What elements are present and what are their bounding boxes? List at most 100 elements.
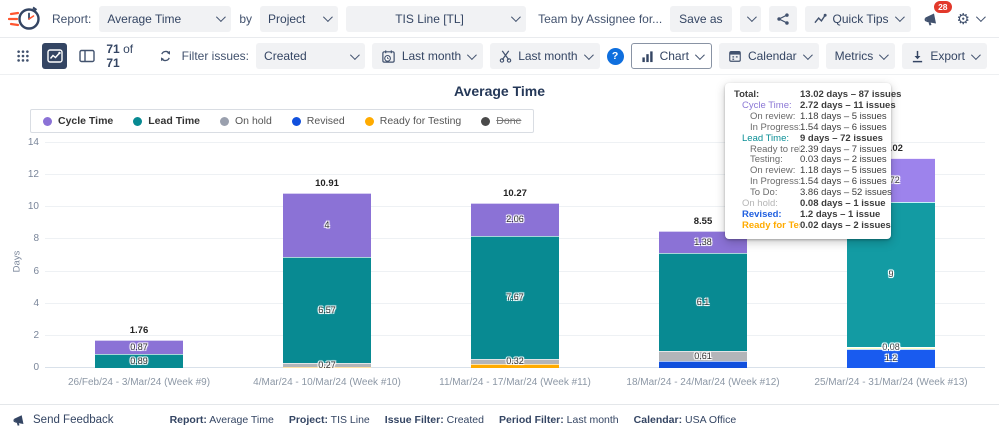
tooltip-row-label: In Progress: [750,122,800,133]
stacked-bar[interactable]: 0.32 7.67 2.06 10.27 [471,188,559,368]
legend-item-revised[interactable]: Revised [291,115,345,127]
workdays-filter-button[interactable]: Last month [490,43,600,69]
bar-chart-icon [641,50,654,63]
notifications-button[interactable]: 28 [919,0,953,32]
bar-total-label: 13.02 [879,143,903,154]
bar-segment-lead-time[interactable]: 6.57 [283,257,371,363]
y-tick-label: 10 [27,201,39,213]
tooltip-row: In Progress: 1.54 days – 6 issues [734,122,887,134]
grid-view-button[interactable] [10,43,35,69]
chevron-down-icon [879,49,890,60]
segment-value-label: 0.08 [882,342,900,352]
board-view-button[interactable] [74,43,99,69]
bar-segment-on-hold[interactable]: 0.27 [283,359,371,370]
tooltip-row-label: Total: [734,90,760,100]
share-button[interactable] [768,5,797,32]
group-by-select[interactable]: Project [260,5,339,32]
bar-segment-revised[interactable] [659,361,747,368]
gridline [45,142,985,143]
tooltip-row-label: To Do: [750,188,778,199]
legend-color-dot [481,116,491,126]
x-axis-label: 18/Mar/24 - 24/Mar/24 (Week #12) [626,377,780,388]
chart-type-button[interactable]: Chart [630,43,712,69]
tooltip-row-label: Cycle Time: [742,100,792,111]
segment-value-label: 0.27 [318,359,336,370]
bar-total-label: 1.76 [129,325,149,336]
save-as-button[interactable]: Save as [670,5,732,32]
tooltip-row-label: Revised: [742,209,782,220]
bar-segment-cycle-time[interactable]: 0.87 [95,340,183,354]
issue-filter-select[interactable]: Created [256,43,365,69]
chevron-down-icon [216,12,227,23]
calendar-clock-icon [381,49,396,64]
chart-title: Average Time [453,83,546,99]
bar-slot: 0.89 0.87 1.76 26/Feb/24 - 3/Mar/24 (Week #… [45,143,233,388]
bar-segment-cycle-time[interactable]: 2.06 [471,203,559,236]
legend-item-on-hold[interactable]: On hold [220,115,272,127]
legend-item-cycle-time[interactable]: Cycle Time [43,115,113,127]
filter-issues-label: Filter issues: [181,49,250,63]
quick-tips-button[interactable]: Quick Tips [804,5,911,32]
y-tick-label: 14 [27,137,39,148]
bar-segment-on-hold[interactable]: 0.61 [659,351,747,361]
refresh-button[interactable] [155,43,174,69]
bar-segment-ready-for-testing[interactable] [847,348,935,349]
project-select[interactable]: TIS Line [TL] [346,5,527,32]
y-tick-label: 8 [33,233,39,245]
calendar-icon [728,49,742,63]
tooltip-row-label: On hold: [742,199,778,210]
segment-value-label: 4 [324,219,330,230]
bar-segment-cycle-time[interactable]: 4 [283,193,371,257]
megaphone-icon [923,11,940,27]
legend-item-ready-for-testing[interactable]: Ready for Testing [364,115,461,127]
tooltip-row-value: 2.39 days – 7 issues [800,143,887,155]
saved-report-name: Team by Assignee for... [538,11,663,26]
metrics-button[interactable]: Metrics [825,43,896,69]
segment-value-label: 0.89 [130,355,148,366]
legend-color-dot [220,116,230,126]
legend-item-lead-time[interactable]: Lead Time [133,115,200,127]
bar-segment-lead-time[interactable]: 7.67 [471,236,559,359]
period-filter-button[interactable]: Last month [371,43,484,69]
footer-filter-summary: Report: Average Time Project: TIS Line Iss… [170,414,737,426]
y-tick-label: 4 [33,297,39,309]
bar-segment-on-hold[interactable]: 0.32 [471,357,559,366]
by-label: by [239,11,253,26]
chevron-down-icon [323,12,333,23]
legend-label: Revised [306,115,345,127]
export-button[interactable]: Export [902,43,987,69]
tooltip-row-value: 1.2 days – 1 issue [800,208,881,220]
segment-value-label: 1.2 [884,353,898,363]
bar-slot: 0.32 7.67 2.06 10.27 11/Mar/24 - 17/Mar/24 (… [421,143,609,388]
segment-value-label: 9 [888,269,894,279]
chart-view-button[interactable] [42,43,68,69]
tooltip-row-value: 1.54 days – 6 issues [800,176,887,188]
segment-value-label: 1.38 [694,236,712,247]
save-as-menu-button[interactable] [739,5,761,32]
tooltip-row: Ready for Testi...0.02 days – 2 issues [734,220,891,232]
help-icon[interactable]: ? [606,47,624,65]
bar-segment-revised[interactable]: 1.2 [847,349,935,368]
bar-segment-ready-for-testing[interactable] [471,364,559,368]
report-label: Report: [52,11,92,26]
footer-filter-item: Report: Average Time [169,413,274,426]
settings-button[interactable]: ⚙ [953,6,987,32]
calendar-button[interactable]: Calendar [718,43,819,69]
bar-segment-lead-time[interactable]: 6.1 [659,253,747,351]
y-tick-label: 6 [33,265,39,277]
legend-label: On hold [235,115,272,127]
stacked-bar[interactable]: 0.89 0.87 1.76 [95,325,183,368]
scissors-icon [499,49,512,63]
bar-segment-ready-for-testing[interactable] [283,367,371,368]
bar-segment-lead-time[interactable]: 0.89 [95,354,183,368]
stacked-bar[interactable]: 0.61 6.1 1.38 8.55 [659,216,747,368]
legend-item-done[interactable]: Done [481,115,521,127]
send-feedback-button[interactable]: Send Feedback [12,413,114,427]
y-tick-label: 0 [33,362,39,373]
bar-segment-on-hold[interactable]: 0.08 [847,343,935,352]
segment-value-label: 7.67 [506,292,524,302]
stacked-bar[interactable]: 0.27 6.57 4 10.91 [283,178,371,370]
report-select[interactable]: Average Time [99,5,232,32]
tooltip-row-value: 0.02 days – 2 issues [800,219,891,231]
x-axis-label: 26/Feb/24 - 3/Mar/24 (Week #9) [67,377,211,388]
